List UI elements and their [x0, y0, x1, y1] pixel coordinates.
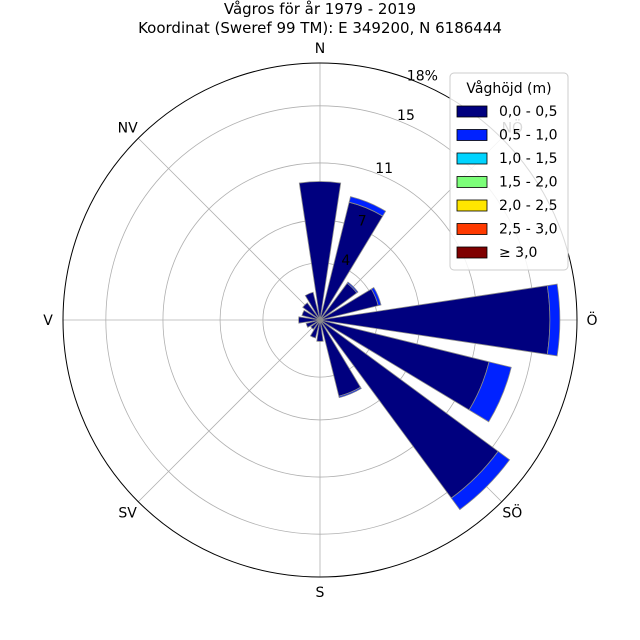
radial-tick-label: 18% [407, 69, 438, 85]
radial-tick-label: 4 [341, 253, 350, 269]
sector-bar [298, 316, 321, 324]
sector-bar [468, 361, 512, 423]
outer-ring [62, 62, 578, 578]
legend-swatch [456, 176, 488, 188]
direction-label: V [43, 313, 53, 329]
legend-swatch [456, 246, 488, 259]
direction-label: NV [118, 121, 138, 137]
chart-subtitle: Koordinat (Sweref 99 TM): E 349200, N 61… [138, 19, 502, 37]
legend-label: 0,5 - 1,0 [499, 128, 557, 144]
sector-bar [338, 386, 362, 399]
direction-label: SV [118, 505, 137, 521]
radial-tick-label: 15 [397, 108, 415, 124]
sector-bar [304, 291, 321, 321]
sector-bar [301, 309, 321, 321]
legend-label: ≥ 3,0 [499, 245, 537, 261]
legend-items: 0,0 - 0,5 0,5 - 1,0 1,0 - 1,5 1,5 - 2,0 2,0 … [456, 104, 557, 261]
legend-title: Våghöjd (m) [466, 80, 551, 97]
radial-tick-label: 7 [358, 214, 367, 230]
legend-label: 0,0 - 0,5 [499, 104, 557, 120]
radial-tick-label: 11 [375, 161, 393, 177]
sector-bar [450, 450, 511, 511]
legend-swatch [456, 152, 488, 165]
sector-bar [319, 285, 551, 355]
legend-swatch [456, 199, 488, 212]
legend-label: 1,5 - 2,0 [499, 175, 557, 191]
grid-spoke [137, 319, 321, 503]
legend-swatch [456, 223, 488, 235]
direction-label: N [315, 41, 325, 57]
sector-bar [370, 287, 382, 307]
legend-label: 2,0 - 2,5 [499, 198, 557, 214]
legend-label: 2,5 - 3,0 [499, 222, 557, 238]
sector-bar [309, 319, 321, 339]
grid-spoke [137, 137, 321, 321]
direction-label: S [316, 585, 325, 601]
legend-label: 1,0 - 1,5 [499, 151, 557, 167]
legend: Våghöjd (m) 0,0 - 0,5 0,5 - 1,0 1,0 - 1,5 1… [449, 72, 569, 271]
direction-label: SÖ [502, 503, 522, 521]
sector-bar [316, 319, 324, 342]
sector-bar [302, 302, 321, 321]
legend-box [449, 72, 569, 271]
direction-label: Ö [586, 311, 597, 329]
sector-bar [348, 196, 387, 217]
sectors [298, 181, 561, 511]
sector-bar [346, 281, 359, 294]
sector-bar [305, 319, 321, 328]
radial-tick-labels: 4 7 11 15 18% [341, 69, 438, 270]
sector-bar [546, 283, 561, 357]
chart-title: Vågros för år 1979 - 2019 [223, 0, 417, 18]
sector-bar [298, 181, 342, 321]
sector-bar [310, 319, 321, 330]
legend-swatch [456, 105, 488, 118]
legend-swatch [456, 129, 488, 141]
